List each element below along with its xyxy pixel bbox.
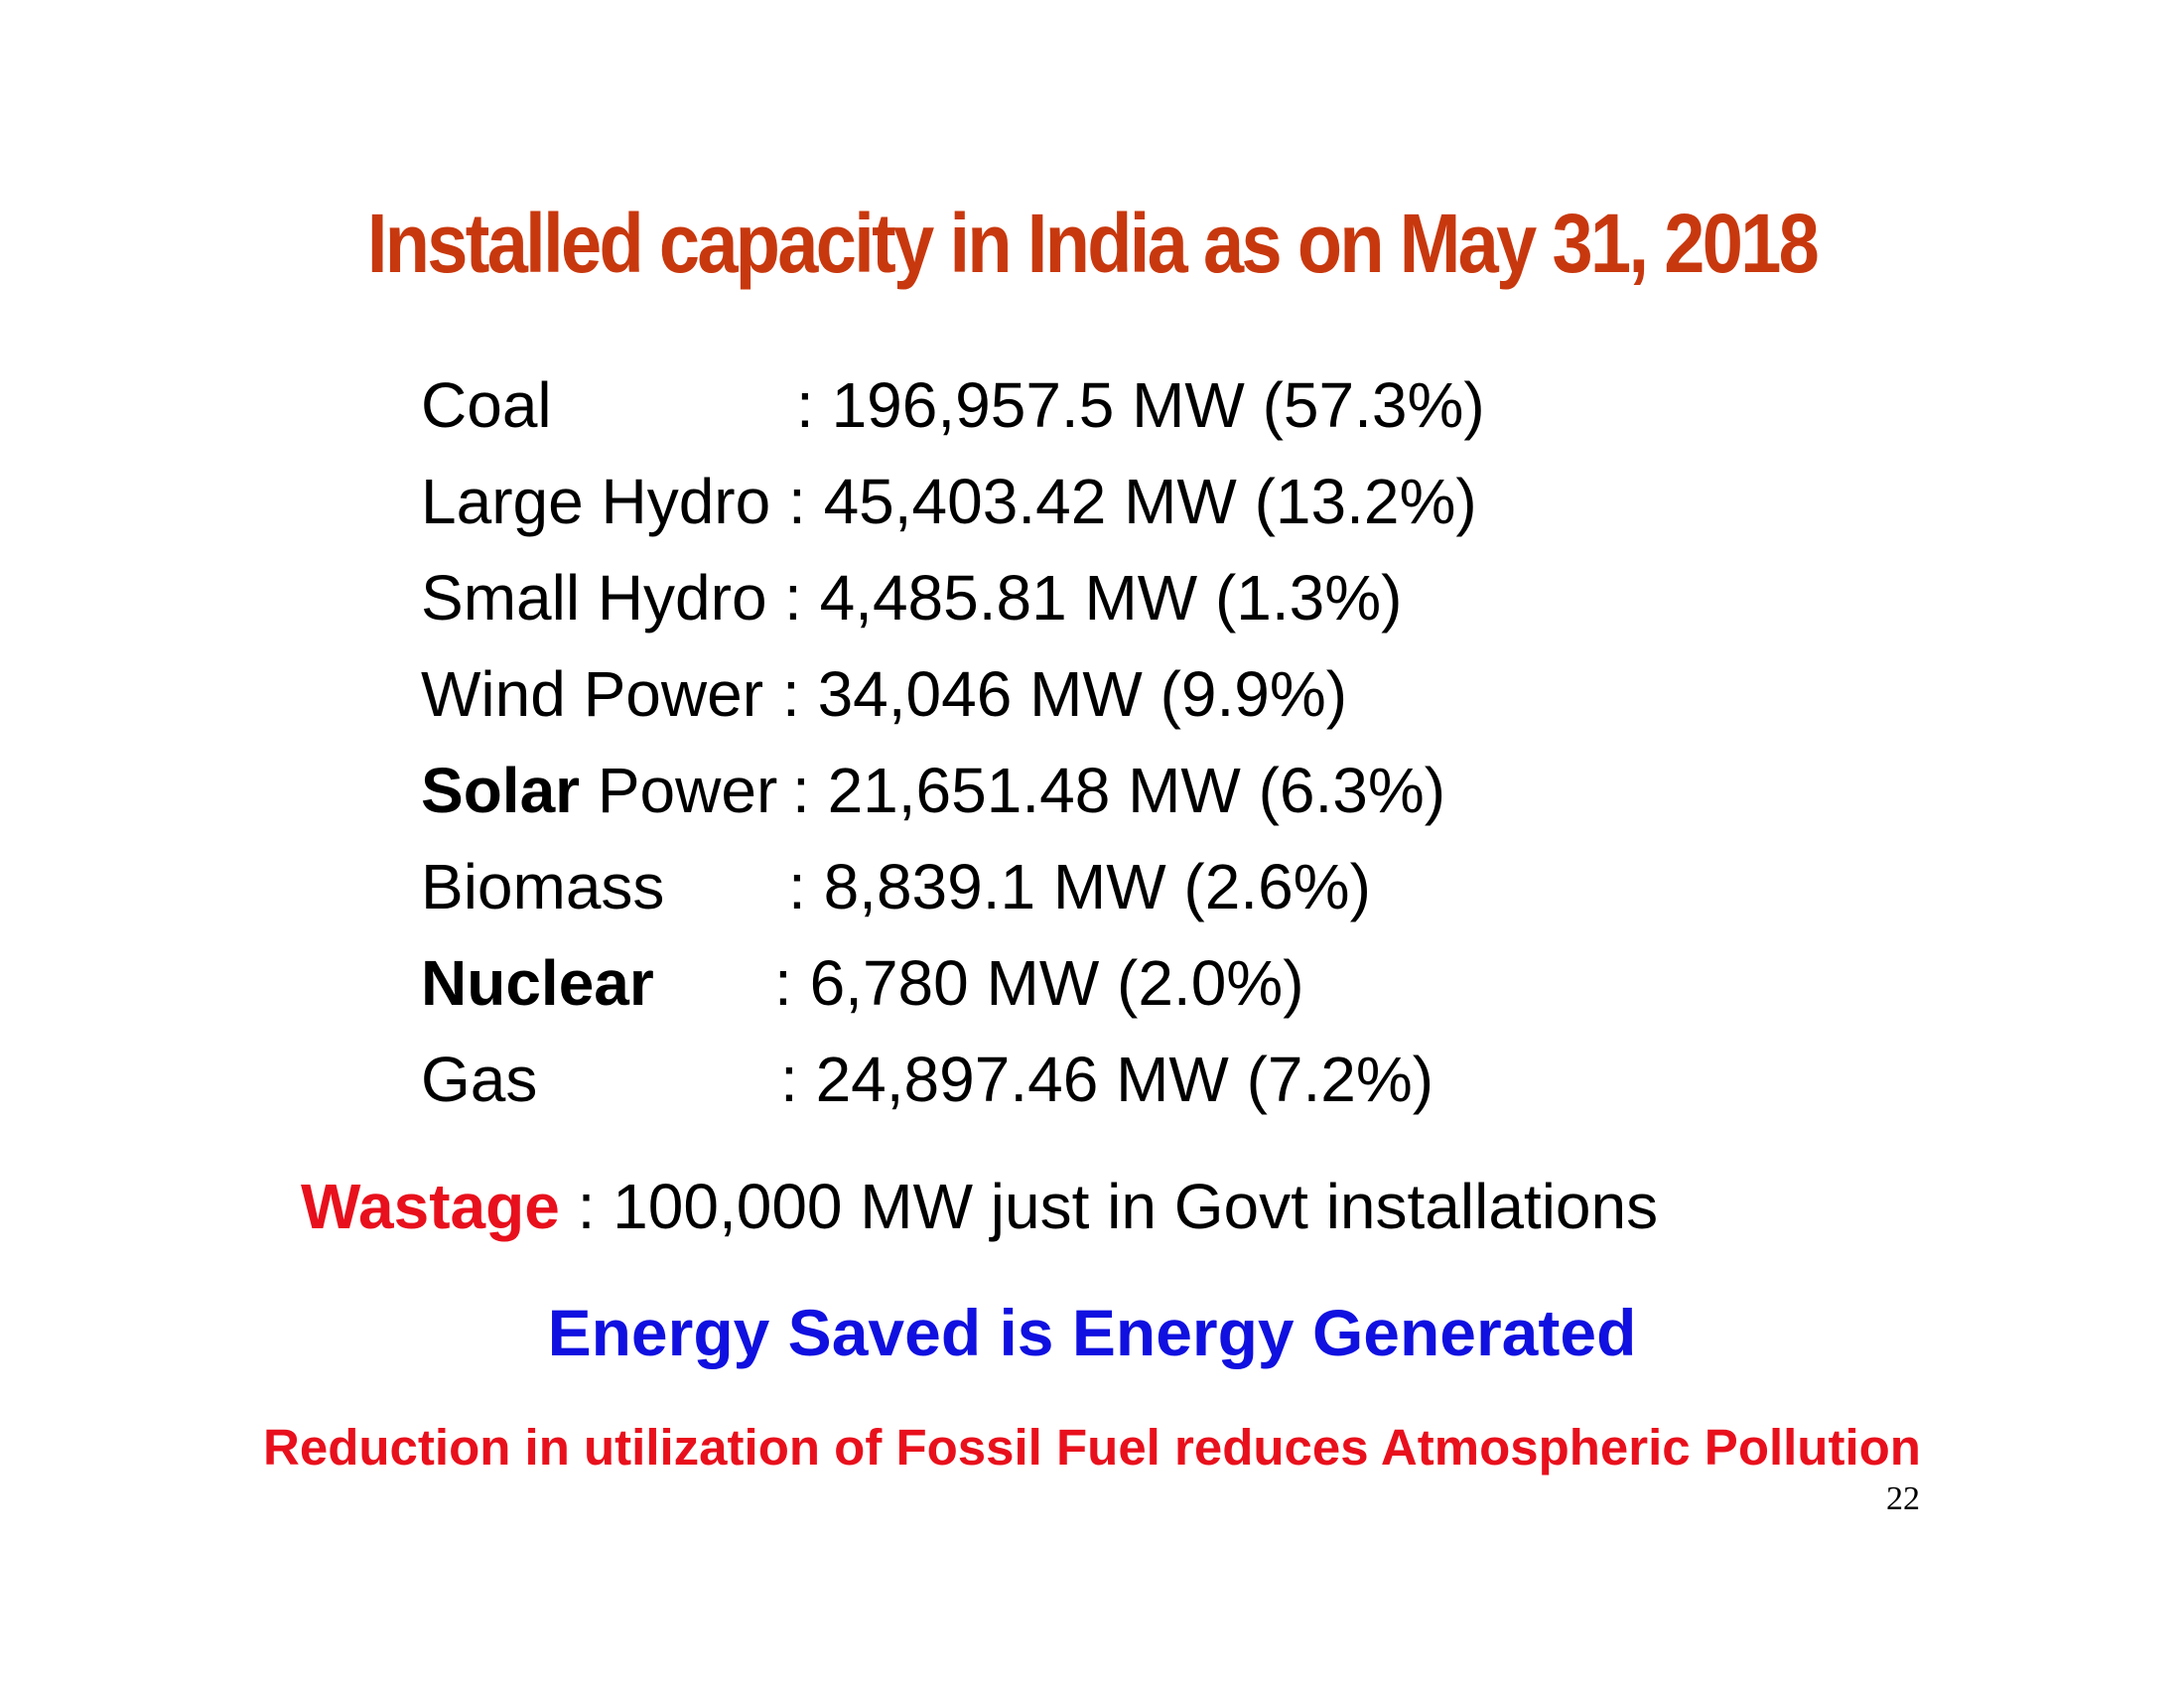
capacity-row-solar-power: Solar Power : 21,651.48 MW (6.3%)	[421, 746, 1445, 842]
capacity-row-wind-power: Wind Power : 34,046 MW (9.9%)	[421, 649, 1347, 746]
capacity-label-text: Biomass	[421, 851, 665, 922]
capacity-label-text: Small Hydro	[421, 562, 767, 633]
capacity-label: Wind Power	[421, 649, 763, 739]
capacity-value: : 24,897.46 MW (7.2%)	[780, 1044, 1434, 1115]
capacity-label: Nuclear	[421, 938, 654, 1028]
capacity-row-biomass: Biomass : 8,839.1 MW (2.6%)	[421, 842, 1371, 938]
capacity-row-gas: Gas : 24,897.46 MW (7.2%)	[421, 1035, 1433, 1131]
capacity-label-text: Large Hydro	[421, 466, 771, 537]
page-number: 22	[1886, 1480, 1920, 1517]
capacity-label: Solar Power	[421, 746, 777, 835]
wastage-label: Wastage	[301, 1171, 560, 1242]
capacity-label-bold: Solar	[421, 755, 581, 826]
capacity-label: Large Hydro	[421, 457, 770, 546]
wastage-line: Wastage : 100,000 MW just in Govt instal…	[301, 1162, 1658, 1251]
capacity-value: : 8,839.1 MW (2.6%)	[788, 851, 1371, 922]
capacity-label: Biomass	[421, 842, 664, 931]
wastage-text: : 100,000 MW just in Govt installations	[559, 1171, 1659, 1242]
capacity-row-large-hydro: Large Hydro : 45,403.42 MW (13.2%)	[421, 457, 1477, 553]
capacity-value: : 45,403.42 MW (13.2%)	[788, 466, 1477, 537]
slide-title: Installed capacity in India as on May 31…	[366, 197, 1820, 290]
capacity-value: : 6,780 MW (2.0%)	[774, 947, 1304, 1019]
energy-slogan: Energy Saved is Energy Generated	[547, 1296, 1637, 1369]
capacity-label-text: Power	[580, 755, 778, 826]
capacity-row-nuclear: Nuclear : 6,780 MW (2.0%)	[421, 938, 1304, 1035]
capacity-list: Coal : 196,957.5 MW (57.3%) Large Hydro …	[421, 360, 1485, 1131]
capacity-row-coal: Coal : 196,957.5 MW (57.3%)	[421, 360, 1485, 457]
reduction-statement: Reduction in utilization of Fossil Fuel …	[263, 1419, 1921, 1476]
capacity-value: : 196,957.5 MW (57.3%)	[796, 369, 1485, 441]
capacity-label-text: Coal	[421, 369, 552, 441]
capacity-label-text: Gas	[421, 1044, 538, 1115]
capacity-label: Small Hydro	[421, 553, 767, 642]
capacity-value: : 4,485.81 MW (1.3%)	[784, 562, 1403, 633]
capacity-value: : 34,046 MW (9.9%)	[782, 658, 1348, 730]
capacity-label-text: Wind Power	[421, 658, 763, 730]
capacity-label: Gas	[421, 1035, 537, 1124]
capacity-label-bold: Nuclear	[421, 947, 654, 1019]
capacity-row-small-hydro: Small Hydro : 4,485.81 MW (1.3%)	[421, 553, 1402, 649]
capacity-label: Coal	[421, 360, 552, 450]
capacity-value: : 21,651.48 MW (6.3%)	[792, 755, 1446, 826]
